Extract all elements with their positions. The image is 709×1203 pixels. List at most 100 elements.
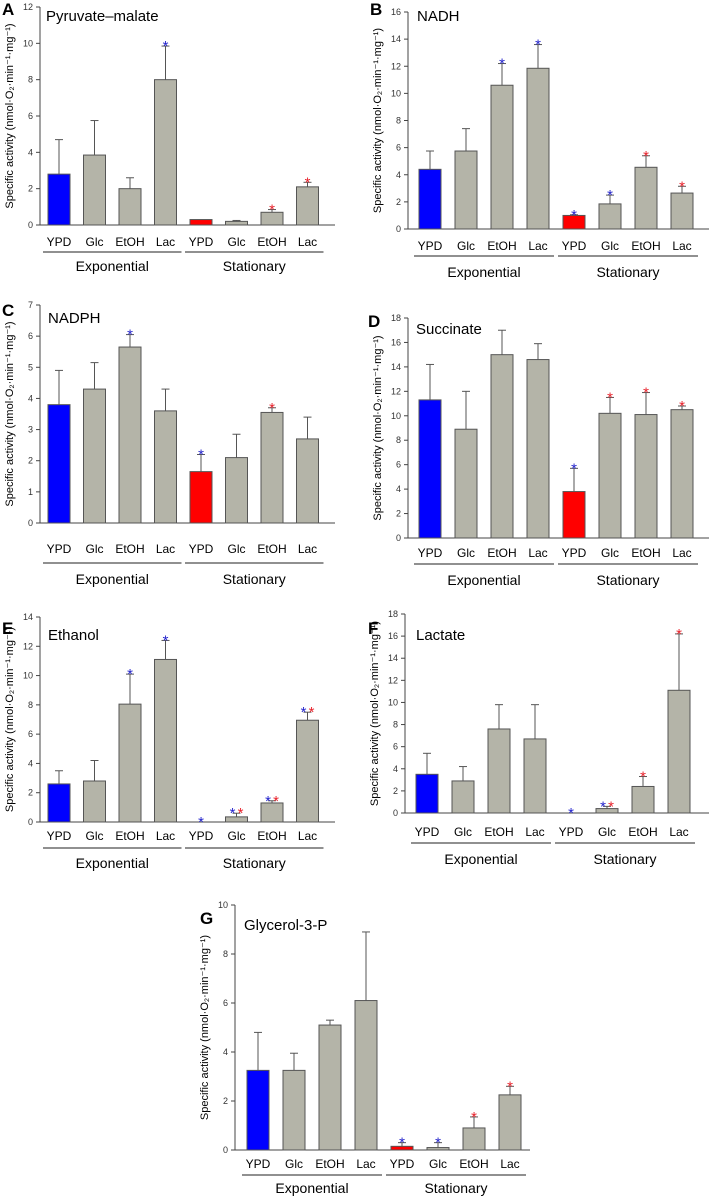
bar	[598, 412, 622, 539]
x-tick-label: YPD	[47, 829, 72, 843]
panel-letter: A	[2, 0, 14, 19]
y-tick-label: 12	[391, 61, 401, 71]
y-tick-label: 0	[396, 224, 401, 234]
y-tick-label: 2	[396, 509, 401, 519]
group-label: Stationary	[596, 572, 659, 588]
x-tick-label: Glc	[454, 825, 472, 839]
x-tick-label: Lac	[298, 542, 317, 556]
x-tick-label: Lac	[298, 235, 317, 249]
bar	[154, 79, 177, 226]
y-tick-label: 8	[396, 435, 401, 445]
y-tick-label: 7	[28, 300, 33, 310]
bar	[634, 166, 658, 230]
y-tick-label: 0	[223, 1145, 228, 1155]
bar	[418, 168, 442, 230]
significance-star: *	[600, 798, 606, 815]
y-tick-label: 10	[23, 38, 33, 48]
significance-star: *	[399, 1135, 405, 1152]
significance-star: *	[230, 805, 236, 822]
bar	[296, 719, 319, 823]
bar	[415, 773, 439, 814]
x-tick-label: Lac	[528, 546, 547, 560]
y-tick-label: 16	[388, 631, 398, 641]
significance-star: *	[507, 1078, 513, 1095]
bar	[354, 1000, 378, 1151]
bar	[47, 404, 71, 524]
y-tick-label: 8	[28, 700, 33, 710]
bar	[154, 410, 177, 524]
y-tick-label: 18	[391, 313, 401, 323]
x-tick-label: Lac	[672, 546, 691, 560]
group-label: Exponential	[447, 264, 520, 280]
group-label: Stationary	[593, 851, 656, 867]
bar	[526, 67, 550, 230]
x-tick-label: Lac	[500, 1157, 519, 1171]
y-tick-label: 12	[391, 386, 401, 396]
y-tick-label: 4	[28, 758, 33, 768]
x-tick-label: Glc	[228, 829, 246, 843]
bar	[47, 783, 71, 823]
bar	[670, 192, 694, 230]
bar	[296, 186, 319, 226]
y-tick-label: 0	[393, 808, 398, 818]
y-tick-label: 4	[396, 484, 401, 494]
bar	[154, 658, 177, 823]
y-tick-label: 0	[28, 518, 33, 528]
bar	[631, 785, 655, 814]
x-tick-label: Glc	[86, 829, 104, 843]
panel-letter: E	[2, 619, 13, 638]
x-tick-label: YPD	[246, 1157, 271, 1171]
y-axis-label: Specific activity (nmol·O₂·min⁻¹·mg⁻¹)	[372, 28, 384, 213]
significance-star: *	[643, 385, 649, 402]
chart-title: Lactate	[416, 627, 465, 644]
bar	[634, 414, 658, 539]
x-tick-label: EtOH	[257, 542, 286, 556]
x-tick-label: EtOH	[115, 542, 144, 556]
y-tick-label: 14	[391, 362, 401, 372]
y-tick-label: 10	[391, 411, 401, 421]
group-label: Stationary	[424, 1180, 487, 1196]
significance-star: *	[273, 793, 279, 810]
chart-title: Ethanol	[48, 627, 99, 644]
x-tick-label: EtOH	[484, 825, 513, 839]
x-tick-label: Glc	[86, 235, 104, 249]
significance-star: *	[198, 446, 204, 463]
x-tick-label: EtOH	[487, 239, 516, 253]
y-tick-label: 0	[396, 533, 401, 543]
chart-panel-g: G Glycerol-3-P 0 2 4 6 8 10 Specific activity (n…	[199, 900, 530, 1196]
bar	[260, 411, 284, 524]
group-label: Stationary	[596, 264, 659, 280]
y-tick-label: 6	[28, 729, 33, 739]
x-tick-label: YPD	[415, 825, 440, 839]
x-tick-label: Lac	[672, 239, 691, 253]
bar	[47, 173, 71, 226]
y-tick-label: 6	[393, 742, 398, 752]
significance-star: *	[305, 174, 311, 191]
y-tick-label: 1	[28, 487, 33, 497]
y-tick-label: 10	[391, 88, 401, 98]
x-tick-label: Glc	[457, 239, 475, 253]
panel-letter: D	[368, 312, 380, 331]
significance-star: *	[535, 37, 541, 54]
significance-star: *	[471, 1109, 477, 1126]
bar	[490, 354, 514, 539]
y-tick-label: 6	[396, 460, 401, 470]
bar	[83, 154, 106, 226]
x-tick-label: EtOH	[115, 235, 144, 249]
bar	[526, 359, 550, 539]
bar	[118, 346, 142, 524]
significance-star: *	[643, 148, 649, 165]
bar	[296, 438, 319, 524]
panel-letter: C	[2, 301, 14, 320]
group-label: Exponential	[76, 571, 149, 587]
x-tick-label: YPD	[47, 542, 72, 556]
x-tick-label: Glc	[601, 239, 619, 253]
y-tick-label: 6	[223, 998, 228, 1008]
bar	[670, 409, 694, 539]
bar	[523, 738, 547, 814]
significance-star: *	[679, 398, 685, 415]
x-tick-label: Lac	[669, 825, 688, 839]
significance-star: *	[163, 38, 169, 55]
